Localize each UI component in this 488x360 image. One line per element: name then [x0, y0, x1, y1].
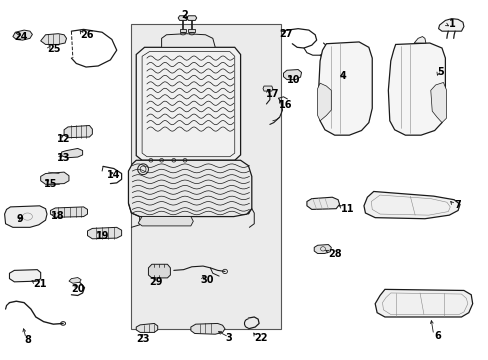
- Text: 22: 22: [254, 333, 267, 343]
- Polygon shape: [318, 42, 371, 135]
- Polygon shape: [50, 207, 87, 217]
- Polygon shape: [41, 172, 69, 184]
- Polygon shape: [283, 69, 301, 80]
- Text: 23: 23: [136, 333, 149, 343]
- Text: 11: 11: [340, 204, 354, 214]
- Text: 21: 21: [33, 279, 47, 289]
- Text: 14: 14: [107, 170, 120, 180]
- Polygon shape: [438, 19, 463, 31]
- Bar: [131, 24, 281, 329]
- Text: 5: 5: [436, 67, 443, 77]
- Text: 29: 29: [149, 277, 163, 287]
- Text: 4: 4: [339, 71, 346, 81]
- Polygon shape: [186, 16, 196, 21]
- Polygon shape: [387, 43, 445, 135]
- Text: 18: 18: [51, 211, 65, 221]
- Text: 6: 6: [434, 331, 441, 341]
- Polygon shape: [190, 323, 224, 334]
- Polygon shape: [314, 244, 330, 253]
- Polygon shape: [138, 217, 193, 226]
- Polygon shape: [317, 83, 330, 121]
- Text: 1: 1: [448, 19, 455, 29]
- Text: 3: 3: [225, 333, 232, 343]
- Text: 27: 27: [279, 29, 292, 39]
- Text: 13: 13: [57, 153, 71, 163]
- Text: 7: 7: [453, 200, 460, 210]
- Text: 20: 20: [71, 284, 85, 294]
- Polygon shape: [188, 30, 195, 32]
- Polygon shape: [69, 278, 81, 283]
- Polygon shape: [363, 192, 459, 219]
- Polygon shape: [9, 270, 41, 282]
- Text: 25: 25: [47, 44, 61, 54]
- Polygon shape: [161, 34, 215, 47]
- Polygon shape: [306, 197, 339, 210]
- Text: 12: 12: [57, 134, 71, 144]
- Text: 9: 9: [17, 215, 23, 224]
- Polygon shape: [136, 323, 158, 332]
- Polygon shape: [136, 47, 240, 160]
- Polygon shape: [374, 289, 472, 317]
- Text: 19: 19: [96, 231, 109, 240]
- Text: 15: 15: [43, 179, 57, 189]
- Polygon shape: [178, 16, 187, 21]
- Polygon shape: [64, 126, 92, 138]
- Polygon shape: [263, 86, 272, 91]
- Text: 17: 17: [265, 89, 279, 99]
- Text: 10: 10: [286, 75, 300, 85]
- Polygon shape: [128, 160, 251, 217]
- Polygon shape: [87, 227, 122, 239]
- Polygon shape: [41, 34, 66, 44]
- Polygon shape: [413, 37, 425, 43]
- Text: 24: 24: [14, 32, 28, 41]
- Polygon shape: [61, 148, 82, 158]
- Polygon shape: [179, 30, 186, 32]
- Text: 2: 2: [181, 10, 188, 20]
- Text: 30: 30: [200, 275, 214, 285]
- Text: 26: 26: [80, 30, 94, 40]
- Text: 16: 16: [279, 100, 292, 110]
- Text: 8: 8: [24, 334, 31, 345]
- Polygon shape: [13, 30, 32, 40]
- Polygon shape: [430, 82, 446, 123]
- Polygon shape: [148, 264, 170, 278]
- Polygon shape: [4, 206, 47, 227]
- Text: 28: 28: [327, 248, 341, 258]
